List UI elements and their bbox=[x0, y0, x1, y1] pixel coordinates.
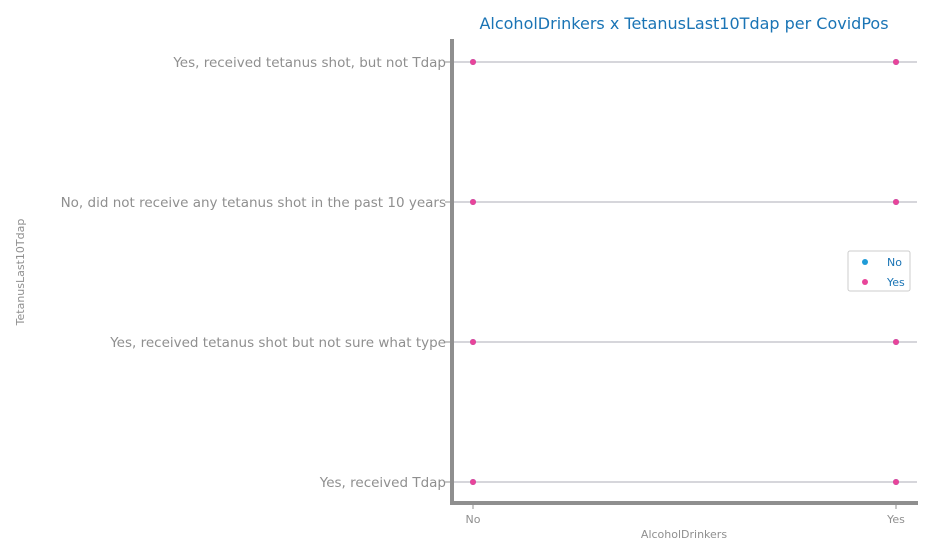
x-axis-label: AlcoholDrinkers bbox=[641, 528, 727, 541]
data-point-yes bbox=[893, 479, 899, 485]
y-tick-label: Yes, received tetanus shot, but not Tdap bbox=[172, 55, 446, 71]
data-point-yes bbox=[893, 199, 899, 205]
y-tick-label: No, did not receive any tetanus shot in … bbox=[61, 195, 446, 211]
data-point-yes bbox=[470, 59, 476, 65]
legend-marker bbox=[862, 279, 868, 285]
y-axis-ticks: Yes, received Tdap Yes, received tetanus … bbox=[61, 55, 451, 491]
legend-label: No bbox=[887, 256, 902, 269]
legend-label: Yes bbox=[886, 276, 905, 289]
data-point-yes bbox=[470, 339, 476, 345]
x-tick-label: Yes bbox=[886, 513, 905, 526]
x-tick-label: No bbox=[466, 513, 481, 526]
y-tick-label: Yes, received tetanus shot but not sure … bbox=[109, 335, 446, 351]
data-point-yes bbox=[893, 339, 899, 345]
y-axis-label: TetanusLast10Tdap bbox=[14, 219, 27, 327]
x-axis-ticks: No Yes bbox=[466, 505, 905, 526]
data-point-yes bbox=[470, 479, 476, 485]
legend: No Yes bbox=[847, 250, 911, 292]
data-point-yes bbox=[470, 199, 476, 205]
data-point-yes bbox=[893, 59, 899, 65]
chart-title: AlcoholDrinkers x TetanusLast10Tdap per … bbox=[479, 14, 888, 33]
legend-marker bbox=[862, 259, 868, 265]
y-tick-label: Yes, received Tdap bbox=[319, 475, 446, 491]
gridlines bbox=[454, 61, 917, 483]
data-points bbox=[470, 59, 899, 485]
